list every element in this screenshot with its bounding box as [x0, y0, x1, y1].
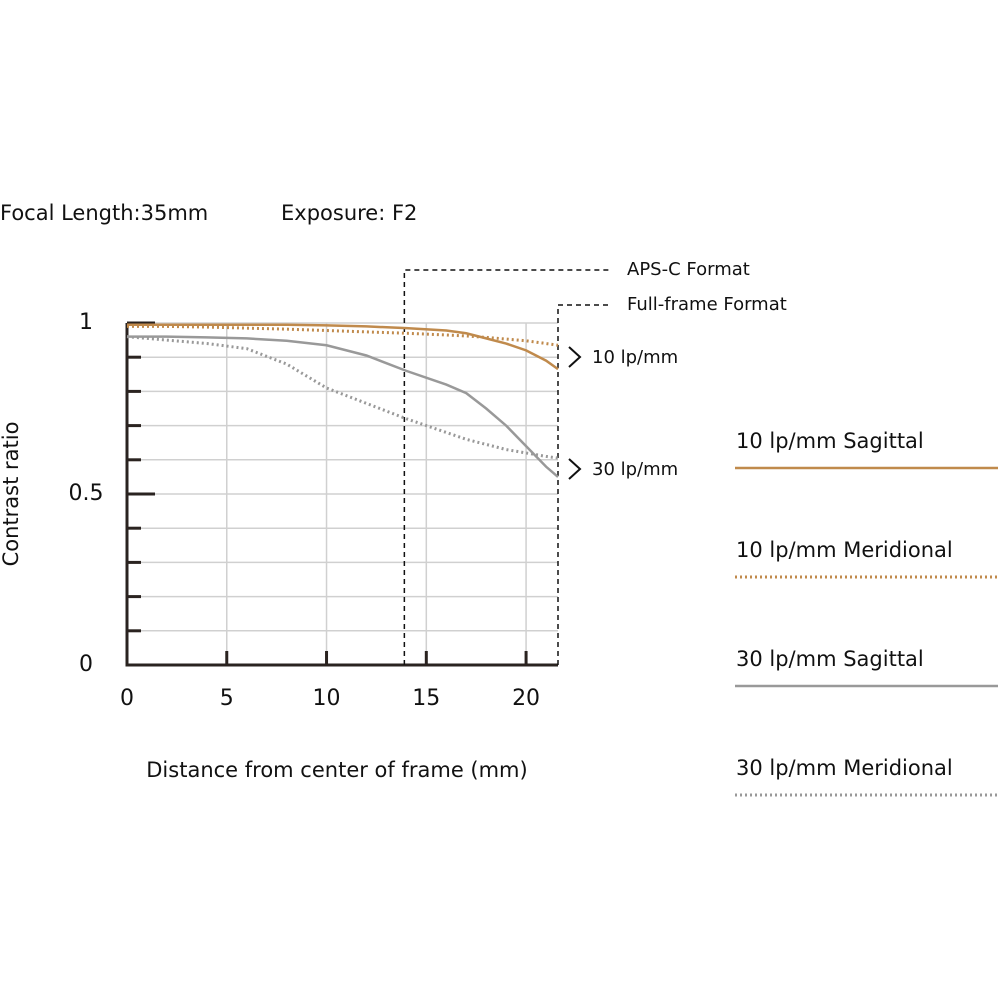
- annotation: 10 lp/mm: [592, 347, 678, 368]
- format-label: Full-frame Format: [627, 294, 787, 315]
- chart-subtitle: Exposure: F2: [281, 201, 417, 225]
- legend-label: 10 lp/mm Sagittal: [736, 429, 924, 453]
- format-marker: [403, 269, 610, 665]
- x-tick-label: 5: [220, 686, 234, 711]
- x-tick-label: 0: [120, 686, 134, 711]
- bracket: [568, 458, 582, 480]
- y-axis-label: Contrast ratio: [0, 422, 23, 567]
- bracket: [568, 346, 582, 368]
- format-marker: [557, 304, 610, 665]
- legend-label: 30 lp/mm Sagittal: [736, 647, 924, 671]
- legend-label: 10 lp/mm Meridional: [736, 538, 953, 562]
- y-tick-label: 0: [79, 652, 93, 677]
- series-line: [127, 324, 559, 347]
- series-line: [127, 323, 559, 371]
- annotation: 30 lp/mm: [592, 459, 678, 480]
- series-line: [127, 335, 559, 478]
- chart-title: Focal Length:35mm: [0, 201, 208, 225]
- format-label: APS-C Format: [627, 259, 750, 280]
- y-tick-label: 0.5: [69, 481, 104, 506]
- x-tick-label: 15: [412, 686, 440, 711]
- x-tick-label: 20: [512, 686, 540, 711]
- x-tick-label: 10: [313, 686, 341, 711]
- y-tick-label: 1: [79, 310, 93, 335]
- series-line: [126, 335, 559, 460]
- x-axis-label: Distance from center of frame (mm): [146, 758, 527, 782]
- legend-label: 30 lp/mm Meridional: [736, 756, 953, 780]
